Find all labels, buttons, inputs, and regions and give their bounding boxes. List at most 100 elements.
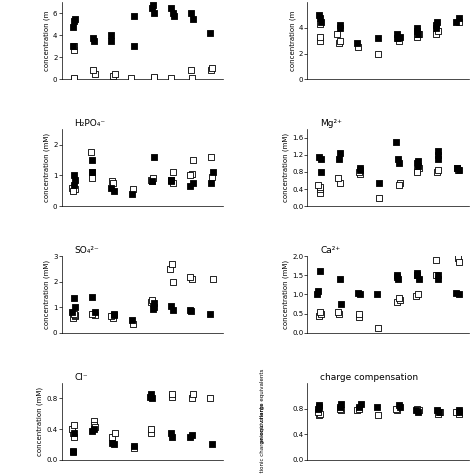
Point [88,148,95,156]
Point [413,33,420,41]
Point [169,306,177,314]
Point [413,24,420,32]
Point [314,408,322,416]
Point [91,425,98,433]
Point [186,172,194,179]
Point [395,181,402,189]
Point [317,168,325,176]
Point [315,11,323,19]
Point [128,316,136,324]
Point [168,433,176,440]
Y-axis label: concentration (mM): concentration (mM) [44,133,50,202]
Point [188,394,196,402]
Point [71,172,78,179]
Point [208,64,216,72]
Point [393,31,401,38]
Point [149,394,156,402]
Point [69,429,76,437]
Point [88,293,96,301]
Point [455,14,463,21]
Point [353,406,361,414]
Point [69,447,77,455]
Point [335,174,342,182]
Point [130,442,137,450]
Point [415,164,422,172]
Point [455,166,463,173]
Point [108,439,116,447]
Point [317,18,325,26]
Point [393,406,401,414]
Point [71,311,79,319]
Point [456,406,463,414]
Point [206,394,214,402]
Point [356,403,363,410]
Point [130,43,138,50]
Point [190,391,197,398]
Text: SO₄²⁻: SO₄²⁻ [74,246,100,255]
Point [314,287,322,294]
Point [415,406,423,414]
Point [395,401,403,409]
Point [209,441,216,448]
Point [374,325,382,332]
Text: Cl⁻: Cl⁻ [74,373,88,382]
Point [356,166,364,173]
Text: cationic charge equivalents: cationic charge equivalents [260,402,264,474]
Point [456,410,463,418]
Y-axis label: concentration (mM): concentration (mM) [37,387,44,456]
Point [434,155,442,163]
Point [109,179,116,187]
Point [150,303,157,311]
Point [168,393,175,401]
Text: Ca²⁺: Ca²⁺ [320,246,340,255]
Point [412,292,420,300]
Point [316,308,324,316]
Point [207,310,214,318]
Point [89,156,96,164]
Point [186,182,194,190]
Point [316,33,324,41]
Point [454,254,461,262]
Point [414,162,421,169]
Point [150,153,158,161]
Point [68,184,76,191]
Point [168,391,175,398]
Point [394,155,402,163]
Point [148,296,156,303]
Point [167,429,175,437]
Point [189,179,196,187]
Point [69,448,76,456]
Point [147,299,155,306]
Point [316,190,323,197]
Point [207,153,214,161]
Point [186,273,194,280]
Point [415,275,422,283]
Point [167,4,174,12]
Point [130,12,137,19]
Point [335,39,343,47]
Point [70,43,77,50]
Point [335,155,342,163]
Text: charge compensation: charge compensation [320,373,419,382]
Point [71,294,78,302]
Point [108,32,115,39]
Point [88,174,95,182]
Point [108,312,115,320]
Point [356,164,364,172]
Point [188,275,196,283]
Point [149,174,156,182]
Point [148,178,155,185]
Point [315,401,322,409]
Point [316,185,323,193]
Point [91,424,99,431]
Point [110,441,118,448]
Point [167,74,174,82]
Point [413,27,421,34]
Point [356,310,363,318]
Point [433,168,441,176]
Point [127,74,135,82]
Point [394,275,402,283]
Point [354,44,362,51]
Point [189,156,197,164]
Point [129,185,137,193]
